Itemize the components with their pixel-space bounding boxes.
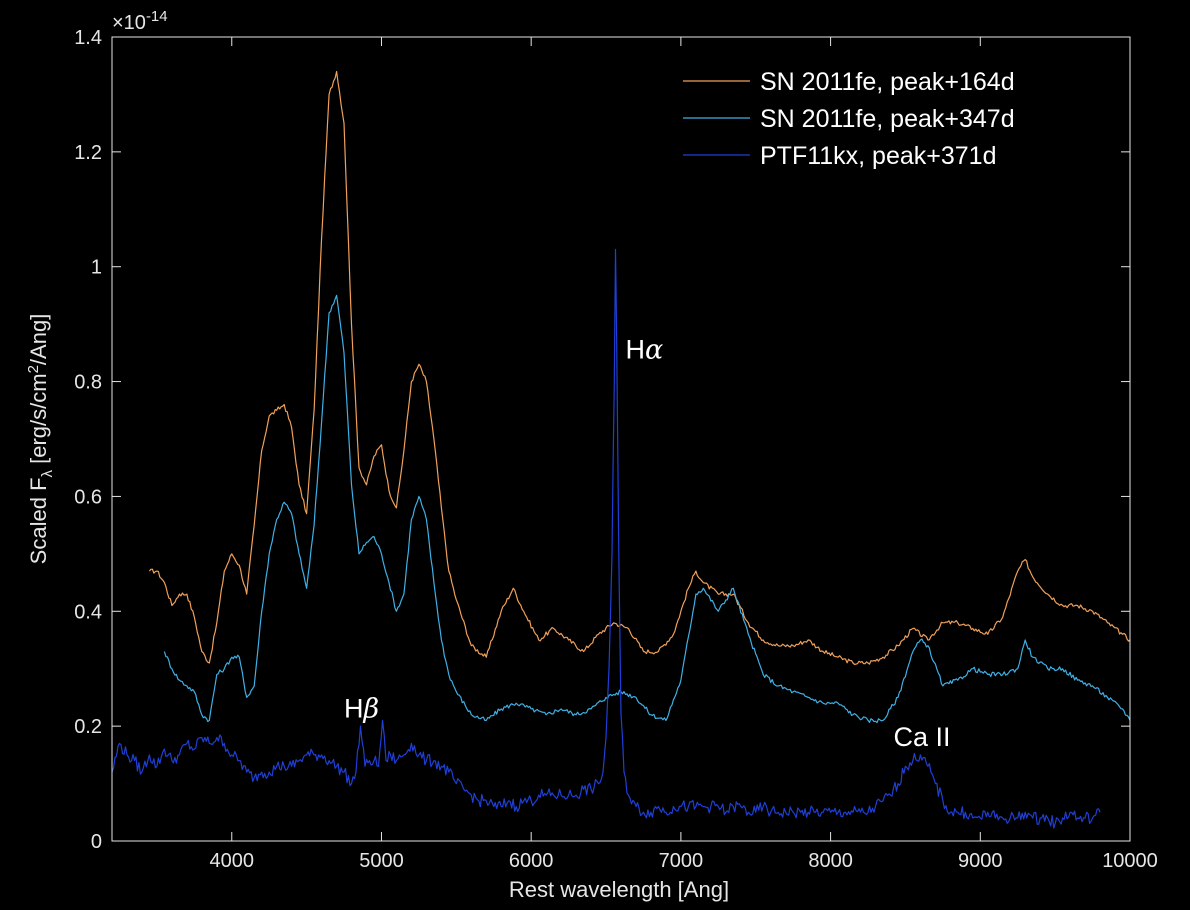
y-tick-label: 0 (91, 831, 102, 853)
x-tick-label: 5000 (359, 850, 404, 872)
legend-label-1: SN 2011fe, peak+164d (760, 68, 1015, 96)
series-line-3 (111, 248, 1101, 829)
plot-frame (111, 36, 1131, 842)
x-tick-label: 8000 (808, 850, 853, 872)
y-tick-label: 1.4 (74, 27, 102, 49)
series-line-2 (163, 294, 1131, 724)
x-tick-label: 6000 (509, 850, 554, 872)
annotation-1: Hβ (344, 694, 379, 725)
legend: SN 2011fe, peak+164d SN 2011fe, peak+347d… (683, 68, 1015, 170)
x-tick-label: 4000 (210, 850, 255, 872)
annotations-layer: Hβ Hα Ca II (344, 335, 950, 753)
legend-label-2: SN 2011fe, peak+347d (760, 105, 1015, 133)
y-tick-label: 0.6 (74, 486, 102, 508)
series-layer (111, 70, 1131, 829)
annotation-3: Ca II (893, 722, 950, 752)
ticks-layer: 4000 5000 6000 7000 8000 9000 10000 0 0.2 0.4 0.6 0… (74, 27, 1158, 872)
y-axis-label: Scaled Fλ [erg/s/cm2/Ang] (25, 314, 56, 565)
legend-label-3: PTF11kx, peak+371d (760, 142, 997, 170)
y-axis-exponent: ×10-14 (112, 8, 168, 34)
y-tick-label: 1.2 (74, 142, 102, 164)
annotation-2: Hα (625, 335, 663, 366)
x-tick-label: 9000 (958, 850, 1003, 872)
y-tick-label: 1 (91, 257, 102, 279)
x-tick-label: 7000 (659, 850, 704, 872)
y-tick-label: 0.2 (74, 716, 102, 738)
y-tick-label: 0.4 (74, 601, 102, 623)
x-tick-label: 10000 (1102, 850, 1158, 872)
x-axis-label: Rest wavelength [Ang] (509, 877, 729, 902)
series-line-1 (148, 70, 1131, 666)
y-tick-label: 0.8 (74, 372, 102, 394)
